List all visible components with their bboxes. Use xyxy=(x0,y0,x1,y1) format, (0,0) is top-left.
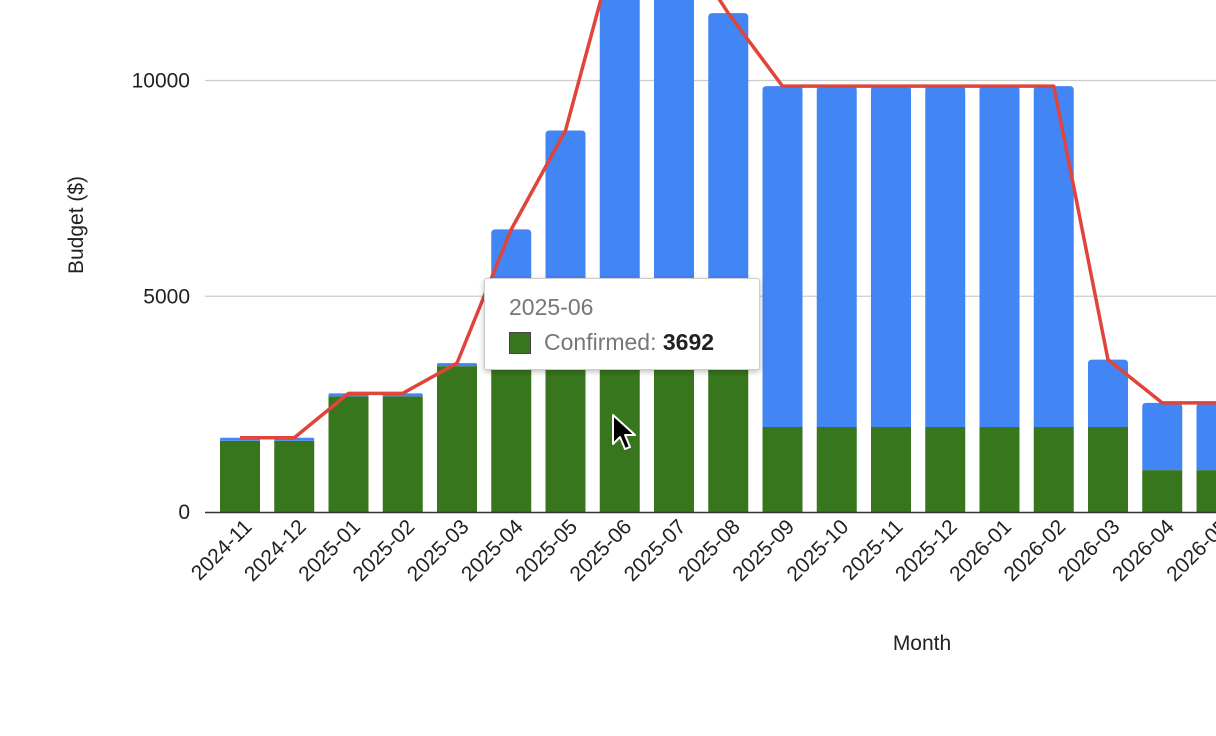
y-tick-label: 10000 xyxy=(132,70,190,93)
bar-segment[interactable] xyxy=(925,86,966,427)
bar-segment[interactable] xyxy=(328,396,369,512)
mouse-cursor-icon xyxy=(612,414,636,450)
tooltip-value: 3692 xyxy=(662,329,715,355)
x-axis-ticks: 2024-112024-122025-012025-022025-032025-… xyxy=(187,515,1216,586)
bar-segment[interactable] xyxy=(1196,402,1216,471)
bar-segment[interactable] xyxy=(437,366,477,512)
line-series xyxy=(240,0,1216,440)
tooltip-swatch xyxy=(509,331,531,354)
bar-segment[interactable] xyxy=(1088,426,1128,512)
x-axis-title: Month xyxy=(893,632,951,655)
tooltip-title: 2025-06 xyxy=(509,294,594,320)
bars xyxy=(205,0,1216,514)
bar-segment[interactable] xyxy=(1142,470,1183,512)
tooltip-separator: : xyxy=(650,329,663,355)
bar-segment[interactable] xyxy=(816,426,857,512)
bar-segment[interactable] xyxy=(708,13,749,353)
bar-segment[interactable] xyxy=(979,426,1020,512)
bar-segment[interactable] xyxy=(1088,359,1128,427)
tooltip: 2025-06 Confirmed : 3692 xyxy=(484,278,760,370)
y-tick-label: 5000 xyxy=(143,285,190,308)
bar-segment[interactable] xyxy=(654,0,694,353)
bar-segment[interactable] xyxy=(708,352,749,512)
bar-segment[interactable] xyxy=(979,86,1020,427)
bar-segment[interactable] xyxy=(762,426,803,512)
bar-segment[interactable] xyxy=(654,352,694,512)
bar-segment[interactable] xyxy=(220,440,260,512)
line-layer xyxy=(240,0,1216,440)
tooltip-series-label: Confirmed xyxy=(544,329,651,355)
bar-segment[interactable] xyxy=(762,86,803,427)
bar-segment[interactable] xyxy=(1142,402,1183,471)
tooltip-row: Confirmed : 3692 xyxy=(509,329,714,356)
bar-segment[interactable] xyxy=(1033,86,1074,427)
y-axis-title: Budget ($) xyxy=(65,176,88,274)
y-axis-ticks: 0 5000 10000 xyxy=(132,70,190,525)
bar-segment[interactable] xyxy=(274,440,315,512)
bar-segment[interactable] xyxy=(871,426,911,512)
bar-segment[interactable] xyxy=(1196,470,1216,512)
bar-segment[interactable] xyxy=(599,0,640,353)
bar-segment[interactable] xyxy=(382,396,423,512)
bar-segment[interactable] xyxy=(1033,426,1074,512)
bar-segment[interactable] xyxy=(925,426,966,512)
bar-segment[interactable] xyxy=(816,86,857,427)
y-tick-label: 0 xyxy=(178,501,190,524)
bar-segment[interactable] xyxy=(491,366,532,512)
bar-segment[interactable] xyxy=(871,86,911,427)
bar-segment[interactable] xyxy=(545,352,586,512)
